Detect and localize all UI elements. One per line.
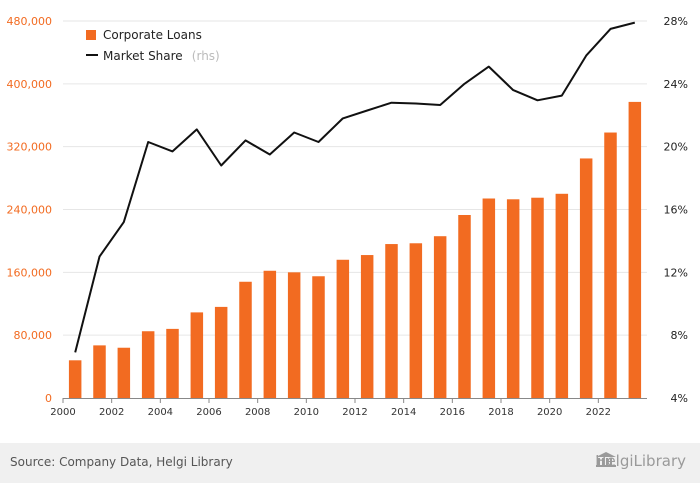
bar-2002 <box>117 347 131 398</box>
bar-2022 <box>604 132 617 398</box>
bar-2013 <box>385 244 398 398</box>
bar-2005 <box>190 312 204 398</box>
y-right-tick-label: 28% <box>664 15 688 28</box>
legend-swatch-corporate-loans <box>86 30 96 40</box>
bar-2018 <box>506 199 520 398</box>
y-left-tick-label: 80,000 <box>14 329 53 342</box>
bars-corporate-loans <box>68 101 642 398</box>
x-tick-label: 2004 <box>148 407 173 418</box>
bar-2003 <box>141 331 155 398</box>
y-left-tick-label: 320,000 <box>7 141 53 154</box>
legend: Corporate Loans Market Share (rhs) <box>86 28 220 64</box>
bar-2014 <box>409 243 423 398</box>
brand-name: HelgiLibrary <box>595 452 686 470</box>
legend-label-market-share-name: Market Share <box>103 49 183 63</box>
y-left-tick-label: 240,000 <box>7 204 53 217</box>
bar-2009 <box>287 272 301 398</box>
bar-2017 <box>482 198 496 398</box>
y-right-tick-label: 24% <box>664 78 688 91</box>
chart-svg: 0 80,000 160,000 240,000 320,000 400,000 480,0… <box>7 15 689 418</box>
bar-2021 <box>579 158 593 398</box>
y-left-tick-label: 480,000 <box>7 15 53 28</box>
bar-2010 <box>312 276 325 398</box>
x-tick-label: 2006 <box>196 407 221 418</box>
legend-label-corporate-loans: Corporate Loans <box>103 28 202 42</box>
x-tick-label: 2008 <box>245 407 270 418</box>
y-right-tick-label: 4% <box>671 392 688 405</box>
bar-2000 <box>68 360 82 398</box>
x-tick-label: 2000 <box>50 407 75 418</box>
y-left-tick-label: 0 <box>45 392 52 405</box>
y-right-tick-label: 20% <box>664 141 688 154</box>
bar-2001 <box>93 345 106 398</box>
bar-2008 <box>263 270 277 398</box>
bar-2016 <box>458 214 471 398</box>
x-ticks: 2000 2002 2004 2006 2008 2010 2012 2014 2016 2018… <box>50 398 611 418</box>
x-tick-label: 2002 <box>99 407 124 418</box>
x-tick-label: 2014 <box>391 407 416 418</box>
bar-2015 <box>433 236 447 398</box>
y-right-ticks: 4% 8% 12% 16% 20% 24% 28% <box>664 15 688 405</box>
x-tick-label: 2022 <box>586 407 611 418</box>
line-market-share <box>74 21 636 353</box>
x-tick-label: 2018 <box>488 407 513 418</box>
y-right-tick-label: 8% <box>671 329 688 342</box>
library-building-icon <box>596 452 617 467</box>
x-tick-label: 2016 <box>440 407 465 418</box>
x-tick-label: 2010 <box>294 407 319 418</box>
bar-2012 <box>360 255 374 398</box>
y-left-tick-label: 400,000 <box>7 78 53 91</box>
bar-2023 <box>628 101 642 398</box>
y-right-tick-label: 12% <box>664 266 688 279</box>
footer: Source: Company Data, Helgi Library Helg… <box>0 443 700 483</box>
legend-label-market-share: Market Share (rhs) <box>103 45 220 64</box>
source-text: Source: Company Data, Helgi Library <box>10 455 233 469</box>
bar-2019 <box>531 197 544 398</box>
bar-2006 <box>214 306 228 398</box>
x-tick-label: 2020 <box>537 407 562 418</box>
bar-2011 <box>336 259 350 398</box>
brand-logo: HelgiLibrary <box>595 452 686 470</box>
x-tick-label: 2012 <box>342 407 367 418</box>
bar-2004 <box>166 328 179 398</box>
y-right-tick-label: 16% <box>664 204 688 217</box>
bar-2007 <box>239 281 252 398</box>
bar-2020 <box>555 193 569 398</box>
y-left-ticks: 0 80,000 160,000 240,000 320,000 400,000 480,0… <box>7 15 53 405</box>
y-left-tick-label: 160,000 <box>7 266 53 279</box>
legend-label-market-share-rhs: (rhs) <box>192 49 220 63</box>
